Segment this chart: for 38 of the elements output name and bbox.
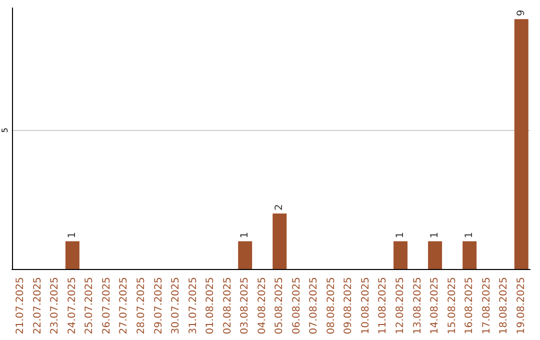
y-tick-label: 5 xyxy=(0,128,10,133)
x-tick-label: 23.07.2025 xyxy=(50,277,61,334)
x-tick-label: 16.08.2025 xyxy=(464,277,476,334)
x-tick-label: 27.07.2025 xyxy=(118,277,130,334)
x-tick-label: 17.08.2025 xyxy=(481,277,492,334)
data-label: 1 xyxy=(464,232,476,238)
data-label: 2 xyxy=(274,204,286,210)
x-tick-label: 22.07.2025 xyxy=(32,277,44,334)
x-tick-label: 13.08.2025 xyxy=(412,277,424,334)
data-label: 1 xyxy=(66,232,78,238)
x-tick-label: 11.08.2025 xyxy=(378,277,389,334)
x-tick-label: 30.07.2025 xyxy=(170,277,182,334)
x-tick-label: 03.08.2025 xyxy=(240,277,251,334)
x-tick-label: 02.08.2025 xyxy=(222,277,234,334)
x-tick-label: 07.08.2025 xyxy=(308,277,320,334)
x-tick-label: 04.08.2025 xyxy=(256,277,268,334)
x-tick-label: 14.08.2025 xyxy=(430,277,441,334)
x-tick-label: 15.08.2025 xyxy=(446,277,458,334)
x-tick-label: 06.08.2025 xyxy=(291,277,302,334)
x-tick-label: 18.08.2025 xyxy=(498,277,510,334)
x-tick-label: 19.08.2025 xyxy=(516,277,527,334)
x-tick-label: 10.08.2025 xyxy=(360,277,372,334)
x-tick-label: 24.07.2025 xyxy=(66,277,78,334)
data-label: 1 xyxy=(395,232,406,238)
x-tick-label: 05.08.2025 xyxy=(274,277,286,334)
x-tick-label: 12.08.2025 xyxy=(395,277,406,334)
data-label: 1 xyxy=(240,232,251,238)
data-label: 9 xyxy=(516,10,527,16)
x-tick-label: 29.07.2025 xyxy=(153,277,164,334)
x-tick-label: 08.08.2025 xyxy=(326,277,337,334)
x-tick-label: 09.08.2025 xyxy=(343,277,354,334)
x-tick-label: 26.07.2025 xyxy=(101,277,112,334)
x-tick-label: 25.07.2025 xyxy=(84,277,96,334)
x-tick-label: 31.07.2025 xyxy=(188,277,199,334)
x-tick-label: 28.07.2025 xyxy=(136,277,147,334)
x-tick-label: 21.07.2025 xyxy=(15,277,26,334)
data-label: 1 xyxy=(430,232,441,238)
x-tick-label: 01.08.2025 xyxy=(205,277,216,334)
